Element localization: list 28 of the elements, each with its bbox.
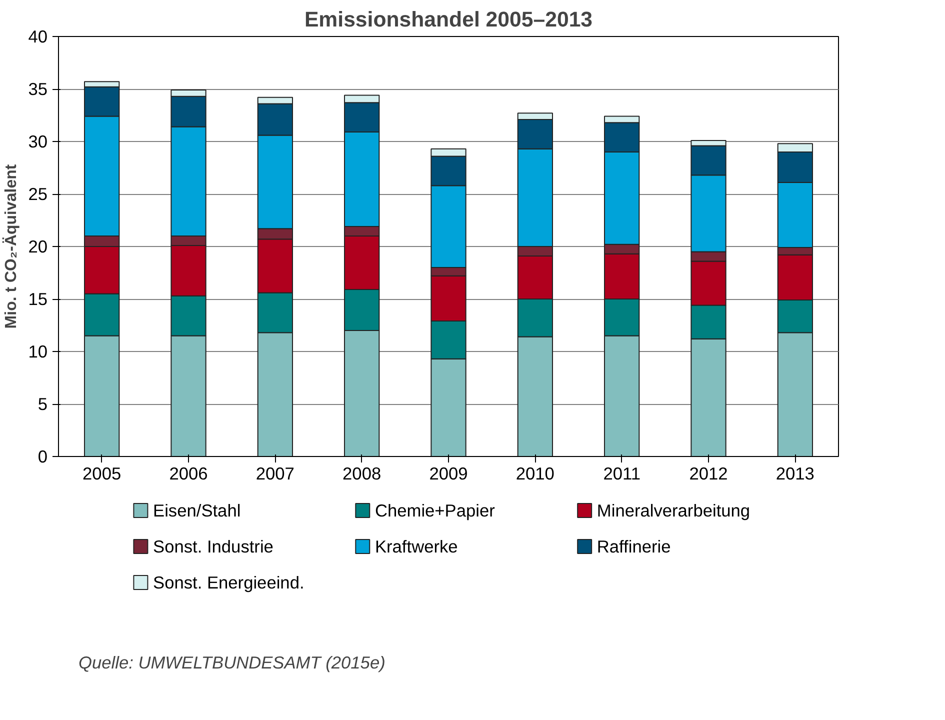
y-tick-label: 15 [28,289,48,309]
y-tick-label: 5 [38,394,48,414]
x-tick-label: 2005 [82,464,122,484]
y-tick-label: 10 [28,342,48,362]
x-tick-label: 2013 [776,464,814,484]
y-tick-label: 40 [28,26,48,46]
y-tick-label: 35 [28,79,48,99]
y-tick-label: 25 [28,184,48,204]
chart-title: Emissionshandel 2005–2013 [304,8,593,32]
y-axis-title: Mio. t CO₂-Äquivalent [2,164,20,329]
x-tick-label: 2008 [342,464,382,484]
legend-label: Chemie+Papier [374,500,496,520]
x-tick-label: 2011 [603,464,640,484]
x-tick-label: 2006 [169,464,208,484]
y-tick-label: 0 [38,446,48,466]
y-tick-label: 30 [28,132,48,152]
x-tick-label: 2009 [429,464,468,484]
x-tick-label: 2007 [256,464,294,484]
legend-label: Sonst. Energieeind. [153,572,304,592]
legend-label: Sonst. Industrie [153,536,274,556]
legend-label: Kraftwerke [374,536,458,556]
legend-label: Mineralverarbeitung [596,500,750,520]
y-tick-label: 20 [28,236,48,256]
source-note: Quelle: UMWELTBUNDESAMT (2015e) [78,652,386,672]
legend-label: Eisen/Stahl [153,500,241,520]
x-tick-label: 2010 [516,464,554,484]
legend-label: Raffinerie [596,536,671,556]
x-tick-label: 2012 [689,464,728,484]
